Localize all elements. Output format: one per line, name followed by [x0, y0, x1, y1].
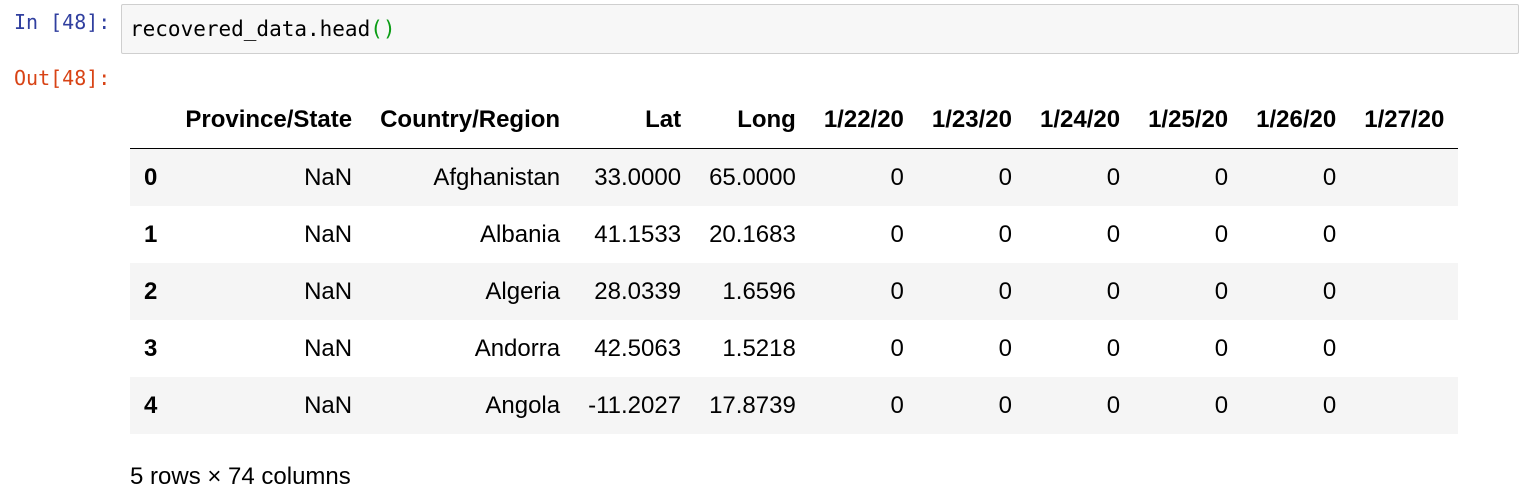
- table-cell: 0: [890, 334, 904, 362]
- table-cell: 1.6596: [722, 277, 796, 305]
- table-cell: 0: [1214, 391, 1229, 419]
- input-prompt: In [48]:: [14, 10, 111, 34]
- column-header: Lat: [574, 92, 696, 149]
- table-cell: 0: [1322, 334, 1337, 362]
- table-cell: 0: [1214, 163, 1229, 191]
- table-cell: 1.5218: [722, 334, 796, 362]
- table-cell: -11.2027: [588, 391, 682, 419]
- table-cell: 28.0339: [594, 277, 682, 305]
- output-prompt: Out[48]:: [14, 66, 111, 90]
- index-header: [130, 92, 172, 149]
- table-cell: 41.1533: [594, 220, 682, 248]
- column-header: 1/23/20: [917, 92, 1026, 149]
- table-cell: 0: [1106, 334, 1121, 362]
- table-cell: 0: [1106, 277, 1121, 305]
- table-cell: Albania: [480, 220, 561, 248]
- table-cell: 42.5063: [594, 334, 682, 362]
- table-cell: 0: [998, 391, 1012, 419]
- row-index: 2: [144, 277, 158, 305]
- table-cell: 0: [1106, 220, 1121, 248]
- table-cell: 17.8739: [709, 391, 796, 419]
- table-row: 0 NaN Afghanistan 33.0000 65.0000 0 0 0 …: [130, 148, 1459, 207]
- table-cell: Afghanistan: [433, 163, 561, 191]
- table-cell: 0: [1322, 277, 1337, 305]
- table-cell: 0: [1214, 277, 1229, 305]
- table-cell: 0: [1322, 163, 1337, 191]
- table-cell: 0: [890, 391, 904, 419]
- table-cell: [1350, 263, 1458, 320]
- table-cell: NaN: [304, 277, 353, 305]
- code-parens: (): [370, 17, 396, 41]
- row-index: 0: [144, 163, 158, 191]
- column-header: Country/Region: [366, 92, 575, 149]
- table-cell: NaN: [304, 334, 353, 362]
- table-cell: 0: [1214, 334, 1229, 362]
- dataframe-shape-summary: 5 rows × 74 columns: [130, 463, 351, 490]
- column-header: 1/27/20: [1350, 92, 1459, 149]
- table-cell: Angola: [485, 391, 561, 419]
- table-cell: 0: [1322, 391, 1337, 419]
- row-index: 4: [144, 391, 158, 419]
- table-cell: 0: [1106, 391, 1121, 419]
- code-text: recovered_data.head: [130, 17, 371, 41]
- row-index: 1: [144, 220, 158, 248]
- table-cell: 0: [1106, 163, 1121, 191]
- table-cell: 0: [998, 163, 1012, 191]
- table-cell: [1350, 320, 1458, 377]
- code-line: recovered_data.head(): [130, 17, 396, 41]
- table-cell: [1350, 377, 1458, 434]
- table-cell: 65.0000: [709, 163, 796, 191]
- table-row: 2 NaN Algeria 28.0339 1.6596 0 0 0 0 0: [130, 263, 1459, 320]
- column-header: Long: [695, 92, 810, 149]
- table-cell: 0: [1214, 220, 1229, 248]
- table-cell: 0: [998, 334, 1012, 362]
- table-cell: 0: [890, 163, 904, 191]
- column-header: 1/26/20: [1242, 92, 1351, 149]
- table-cell: Andorra: [474, 334, 561, 362]
- table-row: 3 NaN Andorra 42.5063 1.5218 0 0 0 0 0: [130, 320, 1459, 377]
- column-header: 1/25/20: [1134, 92, 1243, 149]
- table-cell: [1350, 149, 1458, 207]
- column-header: 1/24/20: [1025, 92, 1135, 149]
- column-header: Province/State: [171, 92, 367, 149]
- table-cell: 20.1683: [709, 220, 796, 248]
- table-cell: NaN: [304, 220, 353, 248]
- table-cell: 33.0000: [594, 163, 682, 191]
- table-row: 1 NaN Albania 41.1533 20.1683 0 0 0 0 0: [130, 206, 1459, 263]
- table-row: 4 NaN Angola -11.2027 17.8739 0 0 0 0 0: [130, 377, 1459, 434]
- table-header-row: Province/State Country/Region Lat Long 1…: [130, 92, 1459, 149]
- table-cell: Algeria: [485, 277, 561, 305]
- table-cell: 0: [890, 277, 904, 305]
- table-cell: 0: [890, 220, 904, 248]
- row-index: 3: [144, 334, 158, 362]
- table-cell: NaN: [304, 163, 353, 191]
- dataframe-output: Province/State Country/Region Lat Long 1…: [130, 92, 1522, 437]
- table-cell: 0: [1322, 220, 1337, 248]
- table-cell: 0: [998, 277, 1012, 305]
- code-input-cell[interactable]: recovered_data.head(): [121, 4, 1519, 54]
- column-header: 1/22/20: [809, 92, 918, 149]
- table-cell: [1350, 206, 1458, 263]
- table-cell: 0: [998, 220, 1012, 248]
- dataframe-table: Province/State Country/Region Lat Long 1…: [130, 92, 1459, 434]
- table-cell: NaN: [304, 391, 353, 419]
